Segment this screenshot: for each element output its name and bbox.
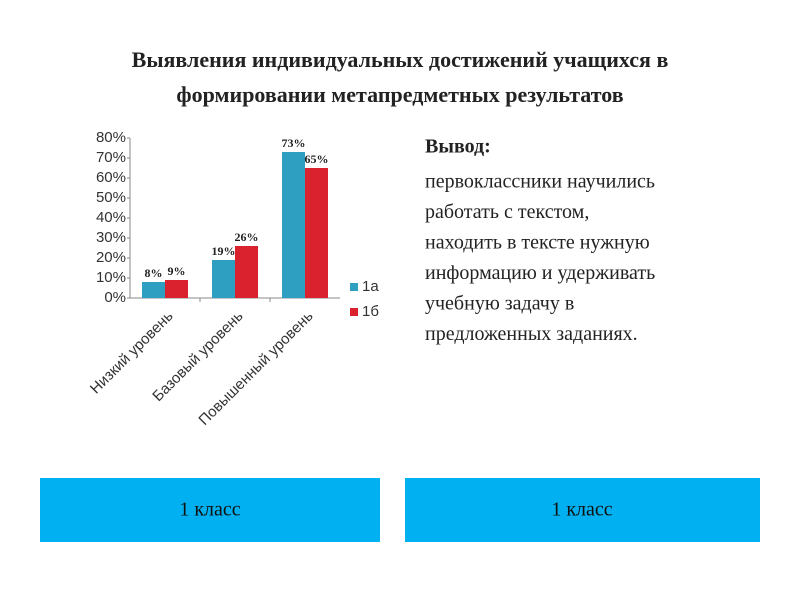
- y-tick-label: 60%: [96, 169, 126, 186]
- y-tick-label: 30%: [96, 229, 126, 246]
- conclusion-line: информацию и удерживать: [425, 262, 655, 284]
- data-label: 19%: [212, 244, 236, 258]
- conclusion-heading: Вывод:: [425, 136, 491, 158]
- legend-label: 1б: [362, 303, 379, 320]
- slide-title: Выявления индивидуальных достижений учащ…: [132, 47, 669, 72]
- conclusion-line: предложенных заданиях.: [425, 323, 638, 345]
- panel-label: 1 класс: [551, 499, 612, 521]
- conclusion-line: находить в тексте нужную: [425, 232, 650, 254]
- conclusion-line: первоклассники научились: [425, 171, 655, 193]
- data-label: 9%: [168, 264, 186, 278]
- legend-swatch: [350, 308, 358, 316]
- panel: [40, 478, 380, 542]
- bar: [212, 260, 235, 298]
- data-label: 8%: [145, 266, 163, 280]
- conclusion: первоклассники научились работать с текст…: [425, 171, 655, 346]
- y-tick-label: 50%: [96, 189, 126, 206]
- data-label: 26%: [235, 230, 259, 244]
- panel-label: 1 класс: [179, 499, 240, 521]
- bar: [282, 152, 305, 298]
- bar: [235, 246, 258, 298]
- legend-label: 1а: [362, 278, 379, 295]
- y-tick-label: 20%: [96, 249, 126, 266]
- y-tick-label: 70%: [96, 149, 126, 166]
- slide-title: формировании метапредметных результатов: [176, 82, 623, 107]
- legend-swatch: [350, 283, 358, 291]
- bar: [305, 168, 328, 298]
- data-label: 65%: [305, 152, 329, 166]
- y-tick-label: 80%: [96, 129, 126, 146]
- y-tick-label: 10%: [96, 269, 126, 286]
- panel: [405, 478, 760, 542]
- conclusion-line: работать с текстом,: [425, 201, 589, 223]
- data-label: 73%: [282, 136, 306, 150]
- bar: [165, 280, 188, 298]
- bar: [142, 282, 165, 298]
- conclusion-line: учебную задачу в: [425, 293, 574, 315]
- y-tick-label: 0%: [104, 289, 126, 306]
- y-tick-label: 40%: [96, 209, 126, 226]
